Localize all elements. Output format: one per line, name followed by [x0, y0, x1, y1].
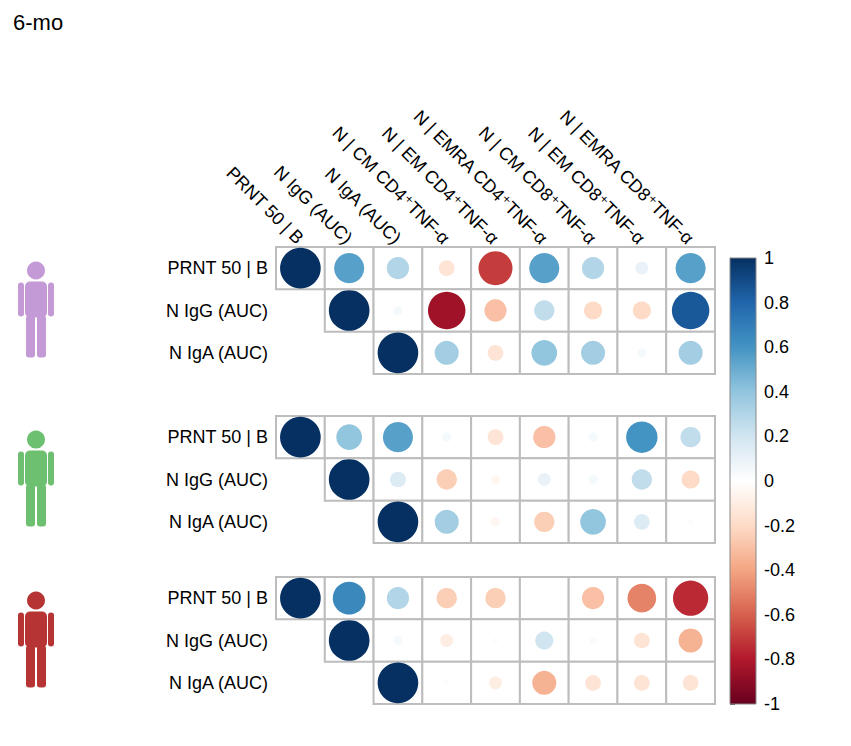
svg-text:N IgG (AUC): N IgG (AUC)	[166, 470, 268, 490]
svg-text:N IgG (AUC): N IgG (AUC)	[166, 301, 268, 321]
svg-text:N | CM CD4⁺TNF-α: N | CM CD4⁺TNF-α	[328, 122, 454, 249]
svg-text:1: 1	[764, 248, 774, 268]
svg-text:N IgA (AUC): N IgA (AUC)	[320, 164, 405, 249]
svg-text:N | EMRA CD8⁺TNF-α: N | EMRA CD8⁺TNF-α	[556, 106, 698, 248]
svg-text:PRNT 50 | B: PRNT 50 | B	[222, 163, 308, 249]
svg-text:0.8: 0.8	[764, 293, 789, 313]
svg-text:0.4: 0.4	[764, 382, 789, 402]
svg-text:N IgG (AUC): N IgG (AUC)	[166, 631, 268, 651]
svg-text:N IgA (AUC): N IgA (AUC)	[169, 512, 268, 532]
svg-text:6-mo: 6-mo	[13, 10, 63, 35]
svg-text:-0.4: -0.4	[764, 560, 795, 580]
svg-text:N | EM CD8⁺TNF-α: N | EM CD8⁺TNF-α	[524, 123, 649, 249]
svg-text:N | EMRA CD4⁺TNF-α: N | EMRA CD4⁺TNF-α	[409, 106, 552, 249]
svg-text:-0.6: -0.6	[764, 605, 795, 625]
svg-text:PRNT 50 | B: PRNT 50 | B	[168, 588, 268, 608]
svg-text:PRNT 50 | B: PRNT 50 | B	[168, 258, 268, 278]
svg-text:-0.2: -0.2	[764, 516, 795, 536]
svg-text:N IgA (AUC): N IgA (AUC)	[169, 673, 268, 693]
svg-text:N | CM CD8⁺TNF-α: N | CM CD8⁺TNF-α	[474, 122, 601, 249]
svg-text:N IgA (AUC): N IgA (AUC)	[169, 343, 268, 363]
svg-text:0: 0	[764, 471, 774, 491]
svg-text:N | EM CD4⁺TNF-α: N | EM CD4⁺TNF-α	[377, 123, 503, 249]
svg-text:0.6: 0.6	[764, 337, 789, 357]
svg-text:0.2: 0.2	[764, 426, 789, 446]
svg-text:-0.8: -0.8	[764, 649, 795, 669]
svg-text:PRNT 50 | B: PRNT 50 | B	[168, 427, 268, 447]
svg-text:N IgG (AUC): N IgG (AUC)	[270, 161, 357, 249]
svg-text:-1: -1	[764, 694, 780, 714]
